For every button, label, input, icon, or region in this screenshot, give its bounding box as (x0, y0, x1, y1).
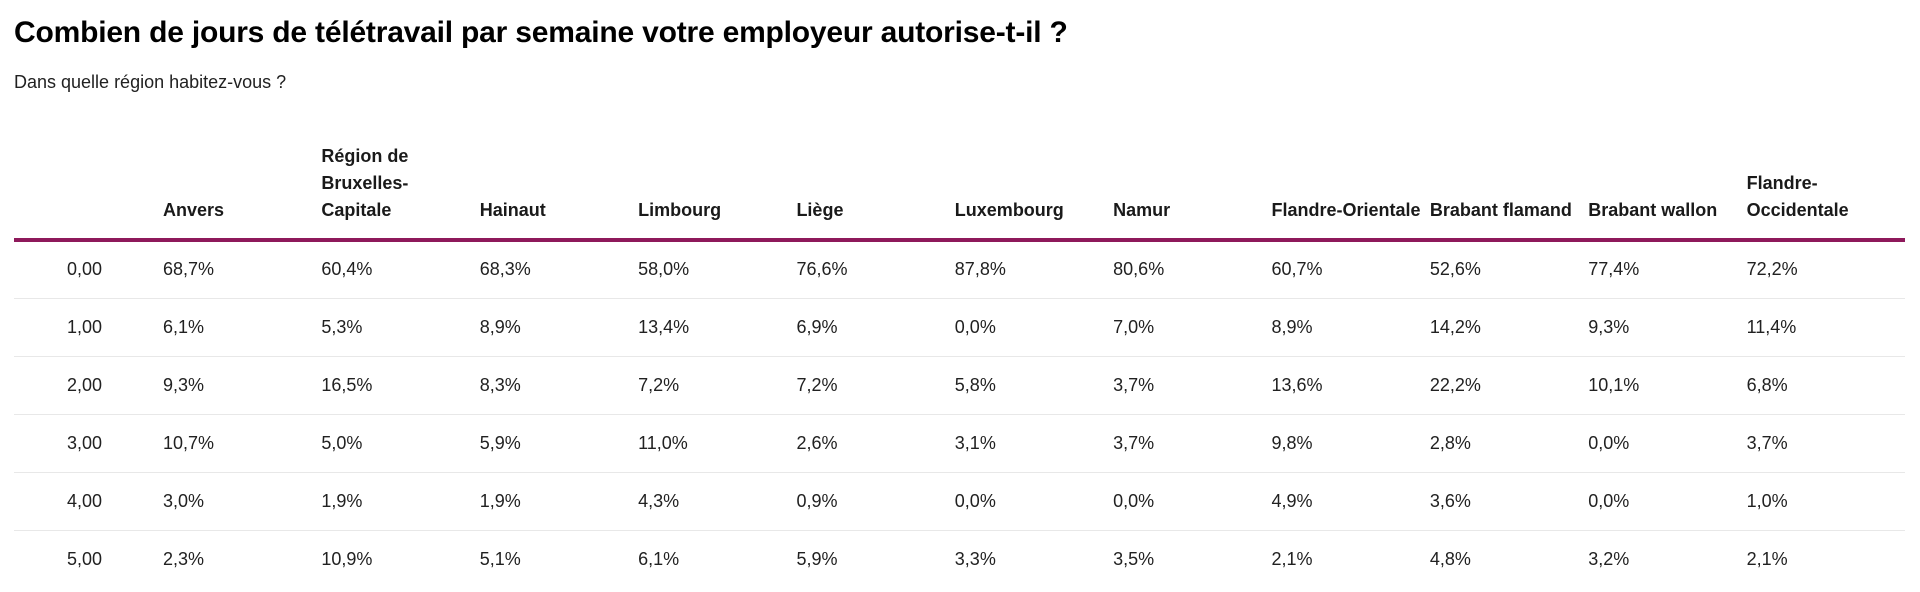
table-cell: 14,2% (1429, 297, 1589, 356)
column-header: Anvers (163, 143, 322, 242)
table-cell: 60,4% (321, 259, 373, 280)
table-cell: 16,5% (321, 355, 480, 414)
column-header: Limbourg (638, 143, 797, 242)
table-cell: 80,6% (1113, 259, 1165, 280)
table-cell: 0,9% (796, 471, 955, 530)
table-cell: 7,2% (638, 355, 797, 414)
table-cell: 3,1% (954, 413, 1114, 472)
table-row: 5,00 2,3% 10,9% 5,1% 6,1% 5,9% 3,3% 3,5% 2,1% 4,8… (14, 529, 1905, 588)
table-cell: 68,7% (163, 259, 215, 280)
table-cell: 3,7% (1113, 413, 1272, 472)
table-cell: 8,9% (1271, 297, 1430, 356)
table-cell: 0,0% (1588, 471, 1747, 530)
table-cell: 22,2% (1429, 355, 1589, 414)
column-header: Région de Bruxelles-Capitale (321, 143, 480, 242)
table-cell: 3,2% (1588, 529, 1747, 588)
table-cell: 7,0% (1113, 297, 1272, 356)
table-cell: 10,7% (163, 413, 322, 472)
table-cell: 13,4% (638, 297, 797, 356)
table-cell: 0,0% (1113, 471, 1272, 530)
table-cell: 11,0% (638, 413, 797, 472)
row-label: 1,00 (14, 297, 163, 356)
table-cell: 4,3% (638, 471, 797, 530)
table-row: 3,00 10,7% 5,0% 5,9% 11,0% 2,6% 3,1% 3,7% 9,8% 2,… (14, 413, 1905, 472)
table-cell: 60,7% (1271, 259, 1323, 280)
table-cell: 8,9% (479, 297, 639, 356)
table-cell: 11,4% (1746, 297, 1905, 356)
table-cell: 1,0% (1746, 471, 1905, 530)
column-header: Namur (1113, 143, 1272, 242)
row-label: 5,00 (14, 529, 163, 588)
column-header: Flandre-Occidentale (1746, 143, 1905, 242)
table-cell: 6,1% (163, 297, 322, 356)
table-cell: 10,1% (1588, 355, 1747, 414)
table-cell: 3,7% (1113, 355, 1272, 414)
column-header: Brabant wallon (1588, 143, 1747, 242)
column-header: Hainaut (479, 143, 639, 242)
table-cell: 6,1% (638, 529, 797, 588)
table-cell: 2,1% (1746, 529, 1905, 588)
table-cell: 7,2% (796, 355, 955, 414)
table-cell: 3,0% (163, 471, 322, 530)
column-header: Liège (796, 143, 955, 242)
crosstab-question-subtitle: Dans quelle région habitez-vous ? (14, 72, 287, 92)
table-row: 1,00 6,1% 5,3% 8,9% 13,4% 6,9% 0,0% 7,0% 8,9% 14,… (14, 297, 1905, 356)
table-cell: 4,8% (1429, 529, 1589, 588)
table-cell: 72,2% (1746, 259, 1798, 280)
header-row: Anvers Région de Bruxelles-Capitale Hainau… (14, 143, 1905, 242)
table-row: 4,00 3,0% 1,9% 1,9% 4,3% 0,9% 0,0% 0,0% 4,9% 3,6%… (14, 471, 1905, 530)
table-cell: 13,6% (1271, 355, 1430, 414)
table-cell: 9,3% (1588, 297, 1747, 356)
row-label: 0,00 (67, 259, 103, 280)
table-cell: 1,9% (321, 471, 480, 530)
table-cell: 5,0% (321, 413, 480, 472)
table-cell: 6,8% (1746, 355, 1905, 414)
table-cell: 52,6% (1429, 259, 1481, 280)
row-label: 4,00 (14, 471, 163, 530)
results-table-header: Anvers Région de Bruxelles-Capitale Hainau… (14, 143, 1905, 242)
table-cell: 0,0% (954, 297, 1114, 356)
table-cell: 68,3% (479, 259, 531, 280)
table-row: 0,00 68,7% 60,4% 68,3% 58,0% 76,6% 87,8% 80,6% 6… (14, 240, 1905, 298)
column-header: Luxembourg (954, 143, 1114, 242)
table-cell: 2,1% (1271, 529, 1430, 588)
results-table-body: 0,00 68,7% 60,4% 68,3% 58,0% 76,6% 87,8% 80,6% 6… (14, 240, 1905, 588)
table-cell: 2,3% (163, 529, 322, 588)
table-cell: 5,9% (479, 413, 639, 472)
question-title: Combien de jours de télétravail par sema… (14, 16, 1068, 49)
column-header: Brabant flamand (1429, 143, 1589, 242)
table-cell: 2,6% (796, 413, 955, 472)
table-cell: 0,0% (1588, 413, 1747, 472)
table-cell: 5,3% (321, 297, 480, 356)
table-cell: 76,6% (796, 259, 848, 280)
table-row: 2,00 9,3% 16,5% 8,3% 7,2% 7,2% 5,8% 3,7% 13,6% 22… (14, 355, 1905, 414)
table-cell: 3,7% (1746, 413, 1905, 472)
table-cell: 1,9% (479, 471, 639, 530)
table-cell: 5,8% (954, 355, 1114, 414)
table-cell: 2,8% (1429, 413, 1589, 472)
table-cell: 10,9% (321, 529, 480, 588)
column-header: Flandre-Orientale (1271, 143, 1430, 242)
table-cell: 9,8% (1271, 413, 1430, 472)
table-cell: 3,5% (1113, 529, 1272, 588)
table-cell: 0,0% (954, 471, 1114, 530)
table-cell: 5,9% (796, 529, 955, 588)
row-label: 3,00 (14, 413, 163, 472)
table-cell: 58,0% (638, 259, 690, 280)
table-cell: 3,3% (954, 529, 1114, 588)
table-cell: 5,1% (479, 529, 639, 588)
row-label-header (14, 143, 163, 242)
table-cell: 9,3% (163, 355, 322, 414)
results-table: Anvers Région de Bruxelles-Capitale Hainau… (14, 143, 1905, 588)
table-cell: 4,9% (1271, 471, 1430, 530)
table-cell: 3,6% (1429, 471, 1589, 530)
table-cell: 87,8% (954, 259, 1006, 280)
table-cell: 8,3% (479, 355, 639, 414)
table-cell: 6,9% (796, 297, 955, 356)
table-cell: 77,4% (1588, 259, 1640, 280)
row-label: 2,00 (14, 355, 163, 414)
